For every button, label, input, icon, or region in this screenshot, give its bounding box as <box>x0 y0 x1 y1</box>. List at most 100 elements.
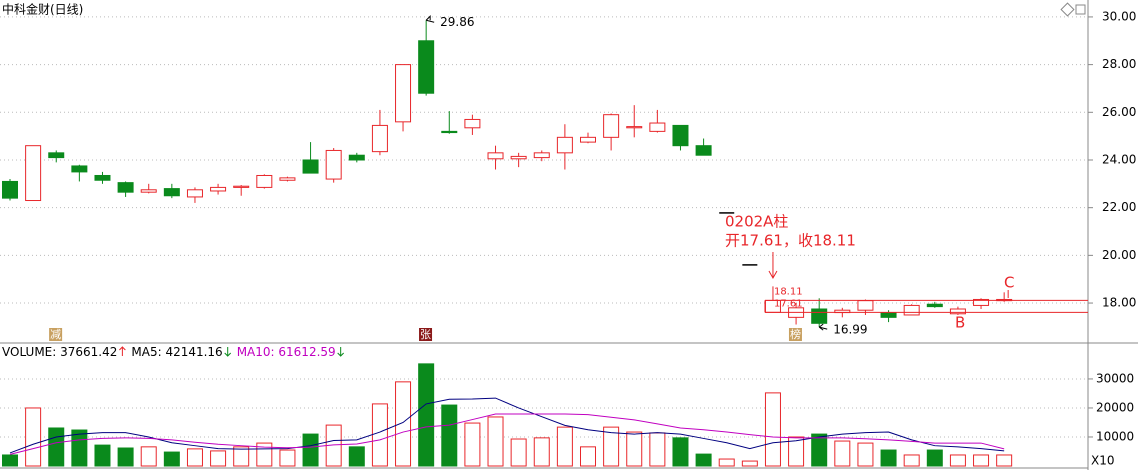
unit-label: X10 <box>1091 454 1115 468</box>
volume-bar <box>649 432 666 467</box>
candle-body <box>487 152 504 160</box>
legend-value: 42141.16 <box>165 345 222 359</box>
y-tick-label: 18.00 <box>1102 296 1136 310</box>
candle-body <box>556 136 573 154</box>
marker-box <box>788 328 802 341</box>
candle-body <box>973 298 990 306</box>
candle-body <box>302 159 319 174</box>
volume-bar <box>464 422 481 467</box>
low-label: 16.99 <box>833 323 867 337</box>
volume-bar <box>626 431 643 467</box>
legend-arrow <box>119 346 126 356</box>
candle-body <box>348 154 365 161</box>
ma-line <box>9 413 1005 455</box>
ma-line <box>9 397 1005 454</box>
volume-bar <box>186 448 203 467</box>
legend-sep: : <box>271 345 279 359</box>
marker-box <box>49 328 63 341</box>
volume-bar <box>71 429 88 467</box>
candle-body <box>603 114 620 138</box>
y-tick-label: 20000 <box>1096 400 1134 414</box>
volume-bar <box>371 403 388 467</box>
level-label: 17.61 <box>774 298 803 309</box>
volume-bar <box>973 454 990 467</box>
volume-bar <box>163 451 180 467</box>
point-b: B <box>955 314 965 332</box>
marker-label: 减 <box>50 328 61 341</box>
candle-body <box>811 308 828 324</box>
legend-arrow <box>224 347 232 357</box>
candle-body <box>903 304 920 316</box>
candle-body <box>395 64 412 123</box>
volume-bar <box>834 440 851 467</box>
candle-body <box>2 180 18 199</box>
volume-bar <box>880 449 897 467</box>
volume-bar <box>949 454 966 467</box>
note-text: 开17.61，收18.11 <box>725 232 856 250</box>
level-label: 18.11 <box>774 286 803 297</box>
volume-bar <box>718 458 735 467</box>
candle-body <box>626 126 643 129</box>
volume-bar <box>603 426 620 467</box>
volume-bar <box>903 454 920 467</box>
legend-value: 37661.42 <box>60 345 117 359</box>
volume-bar <box>140 446 157 467</box>
legend-sep: : <box>52 345 60 359</box>
marker-label: 榜 <box>790 327 801 341</box>
volume-bar <box>117 447 134 467</box>
volume-bar <box>510 438 527 467</box>
marker-label: 张 <box>420 328 431 341</box>
candle-body <box>371 124 388 153</box>
candle-body <box>464 118 481 129</box>
candle-body <box>279 177 296 181</box>
volume-bar <box>764 392 781 467</box>
candle-body <box>695 145 712 156</box>
candle-body <box>510 155 527 160</box>
legend-name: VOLUME <box>2 345 52 359</box>
y-tick-label: 10000 <box>1096 429 1134 443</box>
y-tick-label: 28.00 <box>1102 57 1136 71</box>
volume-bar <box>533 437 550 467</box>
volume-bar <box>857 442 874 467</box>
legend-entry: MA10: 61612.59 <box>237 345 336 359</box>
candle-body <box>880 312 897 318</box>
candle-body <box>140 189 157 193</box>
candle-body <box>256 174 273 188</box>
candle-body <box>186 189 203 198</box>
candle-body <box>325 149 342 180</box>
volume-bar <box>556 426 573 467</box>
volume-bar <box>48 427 65 467</box>
y-tick-label: 30.00 <box>1102 9 1136 23</box>
candle-body <box>580 136 596 143</box>
legend-name: MA5 <box>131 345 157 359</box>
y-tick-label: 24.00 <box>1102 152 1136 166</box>
legend-entry: VOLUME: 37661.42 <box>2 345 117 359</box>
candle-body <box>117 182 134 193</box>
volume-bar <box>580 446 596 467</box>
legend-name: MA10 <box>237 345 271 359</box>
legend-value: 61612.59 <box>278 345 335 359</box>
candle-body <box>210 186 227 192</box>
volume-bar <box>94 444 111 467</box>
icon-diamond[interactable] <box>1060 2 1075 17</box>
volume-bar <box>279 449 296 467</box>
volume-bar <box>695 453 712 467</box>
candle-body <box>233 185 250 188</box>
candle-body <box>94 174 111 181</box>
legend-arrow <box>337 347 345 357</box>
high-label: 29.86 <box>440 15 474 29</box>
legend-sep: : <box>158 345 166 359</box>
y-tick-label: 22.00 <box>1102 200 1136 214</box>
candle-body <box>25 145 42 202</box>
y-tick-label: 26.00 <box>1102 105 1136 119</box>
candle-body <box>533 152 550 159</box>
volume-bar <box>348 446 365 467</box>
volume-bar <box>418 363 435 467</box>
point-c: C <box>1004 274 1014 292</box>
chart-title: 中科金财(日线) <box>2 2 83 17</box>
icon-square[interactable] <box>1075 4 1086 15</box>
legend-entry: MA5: 42141.16 <box>131 345 222 359</box>
candle-body <box>441 130 458 134</box>
